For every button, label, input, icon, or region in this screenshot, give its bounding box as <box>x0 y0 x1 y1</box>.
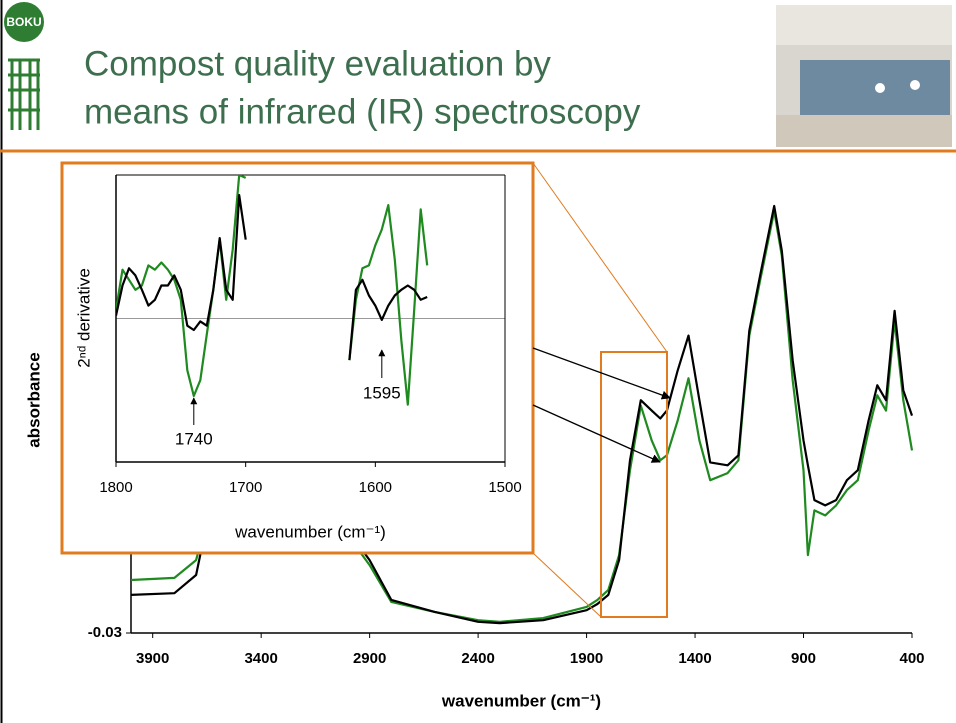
x-tick-label: 2900 <box>353 650 386 667</box>
annotation: 1595 <box>363 383 401 402</box>
x-tick-label: 1800 <box>99 479 132 496</box>
zoom-box <box>600 351 668 618</box>
title-line: means of infrared (IR) spectroscopy <box>84 92 641 131</box>
y-tick-label: -0.03 <box>88 624 122 641</box>
spectrum-line <box>116 194 428 361</box>
spectrum-line <box>130 204 914 625</box>
pointer-arrow <box>532 347 671 400</box>
zoom-line <box>532 552 602 618</box>
x-tick-label: 1500 <box>488 479 521 496</box>
logo-text: BOKU <box>6 15 41 29</box>
inset-chart: 1800 1700 1600 1500 wavenumber (cm⁻¹) 2ⁿᵈ der… <box>74 174 522 541</box>
pointer-arrow <box>532 404 661 463</box>
x-axis-title: wavenumber (cm⁻¹) <box>234 522 386 541</box>
photo <box>776 5 952 147</box>
y-axis-title: 2ⁿᵈ derivative <box>74 268 93 368</box>
x-tick-label: 400 <box>899 650 924 667</box>
x-tick-label: 3900 <box>136 650 169 667</box>
title-line: Compost quality evaluation by <box>84 44 551 83</box>
logo: BOKU <box>4 2 44 130</box>
inset-frame <box>60 161 535 555</box>
x-tick-label: 1600 <box>359 479 392 496</box>
x-tick-label: 900 <box>791 650 816 667</box>
x-tick-label: 2400 <box>461 650 494 667</box>
y-axis-title: absorbance <box>24 352 43 447</box>
x-tick-label: 1700 <box>229 479 262 496</box>
x-axis-title: wavenumber (cm⁻¹) <box>441 691 601 710</box>
x-tick-label: 3400 <box>244 650 277 667</box>
zoom-line <box>532 162 668 353</box>
spectrum-line <box>130 209 914 623</box>
x-tick-label: 1400 <box>678 650 711 667</box>
annotation: 1740 <box>175 429 213 448</box>
x-tick-label: 1900 <box>570 650 603 667</box>
